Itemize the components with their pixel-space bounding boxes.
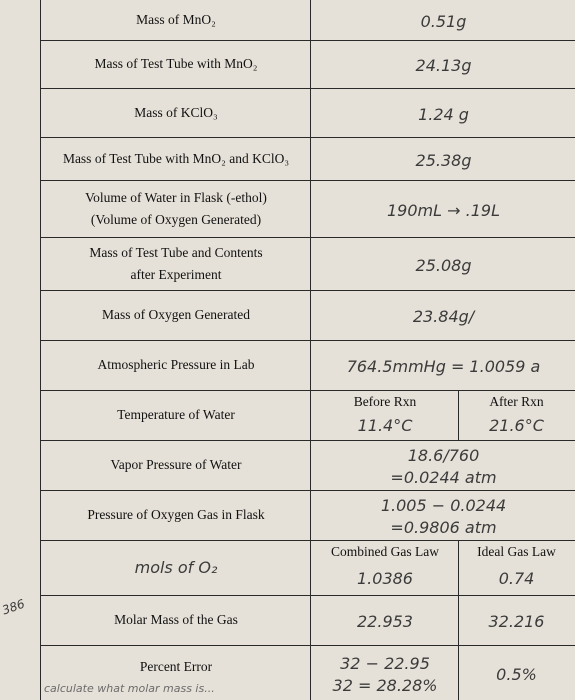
row-line: [40, 290, 575, 291]
handwritten-value: 25.38g: [415, 150, 472, 170]
cell-divider: [458, 540, 459, 595]
row-label: Temperature of Water: [117, 407, 235, 422]
handwritten-value: 1.24 g: [418, 104, 469, 124]
margin-note: 386: [0, 596, 27, 618]
handwritten-value: 11.4°C: [357, 416, 413, 435]
handwritten-value: 1.005 − 0.0244: [380, 496, 507, 515]
row-label: Volume of Water in Flask (-ethol): [85, 189, 267, 205]
row-label: Mass of Test Tube with MnO₂: [94, 56, 258, 71]
row-label: Pressure of Oxygen Gas in Flask: [87, 507, 265, 522]
row-note: calculate what molar mass is...: [44, 682, 215, 695]
column-divider: [310, 0, 311, 700]
handwritten-value: 764.5mmHg = 1.0059 a: [346, 357, 541, 376]
row-label: Percent Error: [139, 658, 213, 674]
row-line: [40, 88, 575, 89]
row-label: (Volume of Oxygen Generated): [90, 211, 262, 227]
handwritten-value: 190mL → .19L: [387, 200, 500, 220]
row-label: Molar Mass of the Gas: [114, 612, 238, 627]
handwritten-value: 21.6°C: [489, 416, 544, 435]
cell-header: Before Rxn: [353, 394, 417, 409]
cell-header: Combined Gas Law: [331, 544, 439, 559]
handwritten-value: 25.08g: [415, 255, 472, 275]
row-line: [40, 40, 575, 41]
handwritten-value: 22.953: [357, 612, 413, 631]
handwritten-value: 0.51g: [420, 12, 467, 31]
handwritten-value: 32 − 22.95: [340, 653, 430, 673]
cell-header: After Rxn: [489, 394, 544, 409]
row-line: [40, 595, 575, 596]
row-label: Atmospheric Pressure in Lab: [97, 357, 255, 372]
handwritten-value: 0.74: [498, 568, 535, 588]
handwritten-value: 24.13g: [415, 56, 472, 75]
row-line: [40, 180, 575, 181]
left-border: [40, 0, 41, 700]
row-line: [40, 340, 575, 341]
handwritten-value: 32 = 28.28%: [332, 675, 438, 695]
row-label: Mass of Test Tube and Contents: [89, 244, 263, 260]
handwritten-value: =0.0244 atm: [390, 468, 497, 487]
row-line: [40, 490, 575, 491]
row-line: [40, 390, 575, 391]
row-label: mols of O₂: [134, 557, 218, 577]
cell-divider: [458, 595, 459, 645]
handwritten-value: 32.216: [488, 612, 545, 631]
handwritten-value: 18.6/760: [407, 446, 480, 465]
row-label: Mass of Oxygen Generated: [101, 307, 251, 322]
handwritten-value: =0.9806 atm: [390, 518, 497, 537]
row-label: Mass of Test Tube with MnO₂ and KClO₃: [62, 150, 290, 166]
handwritten-value: 1.0386: [357, 568, 413, 588]
row-line: [40, 645, 575, 646]
cell-divider: [458, 645, 459, 700]
row-label: after Experiment: [130, 266, 222, 282]
handwritten-value: 0.5%: [496, 664, 537, 684]
row-line: [40, 540, 575, 541]
row-line: [40, 237, 575, 238]
cell-header: Ideal Gas Law: [477, 544, 556, 559]
row-label: Mass of KClO₃: [134, 104, 218, 120]
row-line: [40, 137, 575, 138]
handwritten-value: 23.84g/: [412, 307, 475, 326]
row-line: [40, 440, 575, 441]
row-label: Mass of MnO₂: [136, 12, 216, 27]
cell-divider: [458, 390, 459, 440]
row-label: Vapor Pressure of Water: [110, 457, 242, 472]
